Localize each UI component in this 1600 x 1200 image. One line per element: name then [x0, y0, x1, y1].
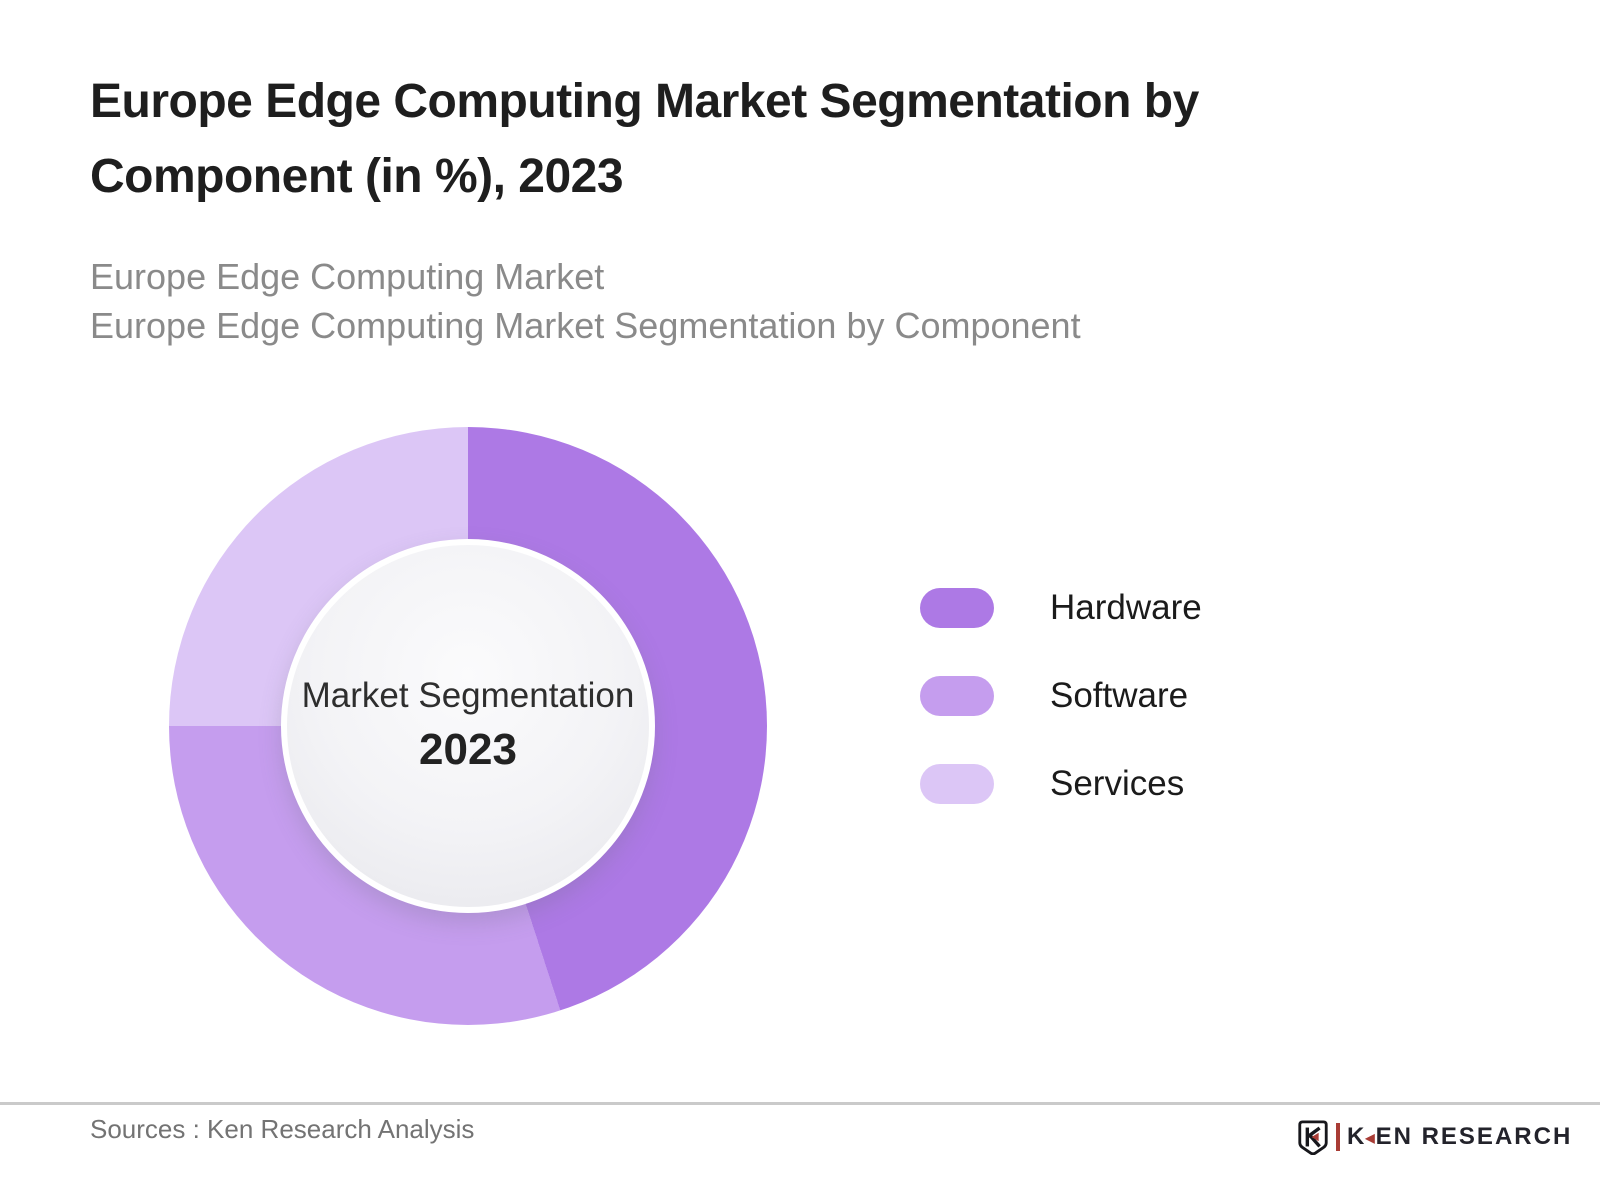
subtitle-line-1: Europe Edge Computing Market [90, 256, 605, 297]
shield-k-icon [1298, 1120, 1328, 1155]
donut-center-label: Market Segmentation [301, 676, 635, 715]
legend-item-software: Software [920, 676, 1202, 716]
logo-separator-bar [1336, 1123, 1340, 1151]
legend-swatch-services [920, 764, 994, 804]
chart-subtitle: Europe Edge Computing Market Europe Edge… [90, 252, 1390, 350]
legend-swatch-hardware [920, 588, 994, 628]
chart-legend: Hardware Software Services [920, 588, 1202, 852]
logo-wordmark-rest: EN RESEARCH [1375, 1123, 1573, 1150]
donut-chart: Market Segmentation 2023 [169, 427, 767, 1025]
ken-research-logo: K ◀ EN RESEARCH [1296, 1118, 1572, 1156]
donut-center-year: 2023 [419, 725, 517, 774]
page-title: Europe Edge Computing Market Segmentatio… [90, 75, 1199, 203]
subtitle-line-2: Europe Edge Computing Market Segmentatio… [90, 305, 1081, 346]
legend-item-services: Services [920, 764, 1202, 804]
footer-divider [0, 1102, 1600, 1105]
legend-label-software: Software [1050, 676, 1189, 715]
legend-label-hardware: Hardware [1050, 588, 1202, 627]
logo-red-triangle-icon: ◀ [1365, 1131, 1375, 1145]
logo-wordmark: K ◀ EN RESEARCH [1347, 1123, 1572, 1151]
legend-item-hardware: Hardware [920, 588, 1202, 628]
donut-center-circle: Market Segmentation 2023 [281, 539, 655, 913]
logo-wordmark-k: K [1347, 1123, 1367, 1150]
legend-label-services: Services [1050, 764, 1185, 803]
legend-swatch-software [920, 676, 994, 716]
source-note: Sources : Ken Research Analysis [90, 1114, 475, 1144]
